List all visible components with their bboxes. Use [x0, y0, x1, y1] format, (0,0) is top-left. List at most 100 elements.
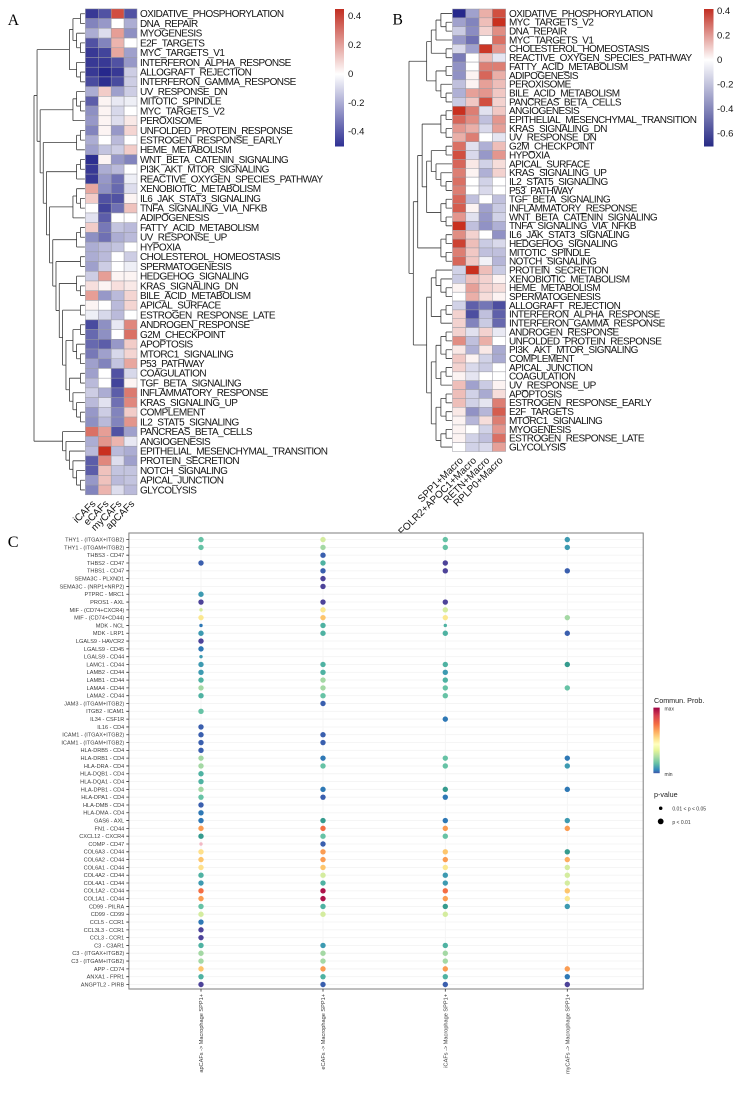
svg-text:PEROXISOME: PEROXISOME	[140, 116, 203, 127]
svg-text:PANCREAS_BETA_CELLS: PANCREAS_BETA_CELLS	[509, 97, 622, 108]
svg-text:FATTY_ACID_METABOLISM: FATTY_ACID_METABOLISM	[509, 62, 628, 73]
svg-text:A: A	[8, 12, 20, 29]
svg-text:INTERFERON_ALPHA_RESPONSE: INTERFERON_ALPHA_RESPONSE	[140, 58, 292, 69]
svg-text:MYC_TARGETS_V2: MYC_TARGETS_V2	[140, 106, 225, 117]
svg-text:ADIPOGENESIS: ADIPOGENESIS	[140, 213, 210, 224]
svg-text:COL4A1 - CD44: COL4A1 - CD44	[84, 881, 125, 887]
svg-text:IL16 - CD4: IL16 - CD4	[97, 725, 124, 731]
svg-text:IL6_JAK_STAT3_SIGNALING: IL6_JAK_STAT3_SIGNALING	[140, 194, 261, 205]
svg-text:MYOGENESIS: MYOGENESIS	[509, 425, 572, 436]
svg-text:C: C	[8, 533, 19, 551]
svg-text:DNA_REPAIR: DNA_REPAIR	[509, 27, 567, 38]
svg-text:COMP - CD47: COMP - CD47	[88, 842, 124, 848]
svg-text:LGALS9 - CD44: LGALS9 - CD44	[84, 655, 124, 661]
svg-text:SEMA3C - PLXND1: SEMA3C - PLXND1	[75, 577, 125, 583]
svg-text:p < 0.01: p < 0.01	[672, 820, 690, 826]
svg-text:-0.2: -0.2	[348, 98, 364, 109]
svg-text:ANGIOGENESIS: ANGIOGENESIS	[140, 437, 211, 448]
svg-text:THBS2 - CD47: THBS2 - CD47	[87, 561, 124, 567]
svg-text:PEROXISOME: PEROXISOME	[509, 80, 572, 91]
svg-text:TGF_BETA_SIGNALING: TGF_BETA_SIGNALING	[509, 195, 611, 206]
svg-text:REACTIVE_OXYGEN_SPECIES_PATHWA: REACTIVE_OXYGEN_SPECIES_PATHWAY	[140, 174, 324, 185]
svg-text:ANGIOGENESIS: ANGIOGENESIS	[509, 106, 580, 117]
svg-text:HLA-DRB5 - CD4: HLA-DRB5 - CD4	[80, 748, 124, 754]
svg-text:MIF - (CD74+CXCR4): MIF - (CD74+CXCR4)	[69, 608, 124, 614]
svg-text:FN1 - CD44: FN1 - CD44	[94, 826, 124, 832]
svg-text:MIF - (CD74+CD44): MIF - (CD74+CD44)	[74, 616, 124, 622]
svg-text:KRAS_SIGNALING_DN: KRAS_SIGNALING_DN	[509, 124, 607, 135]
svg-text:TNFA_SIGNALING_VIA_NFKB: TNFA_SIGNALING_VIA_NFKB	[509, 221, 637, 232]
svg-text:C3 - (ITGAX+ITGB2): C3 - (ITGAX+ITGB2)	[72, 951, 124, 957]
svg-text:APOPTOSIS: APOPTOSIS	[509, 389, 563, 400]
svg-text:BILE_ACID_METABOLISM: BILE_ACID_METABOLISM	[509, 88, 620, 99]
svg-text:ESTROGEN_RESPONSE_LATE: ESTROGEN_RESPONSE_LATE	[509, 434, 645, 445]
svg-text:KRAS_SIGNALING_DN: KRAS_SIGNALING_DN	[140, 281, 238, 292]
svg-text:IL6_JAK_STAT3_SIGNALING: IL6_JAK_STAT3_SIGNALING	[509, 230, 630, 241]
svg-text:MITOTIC_SPINDLE: MITOTIC_SPINDLE	[509, 248, 591, 259]
svg-text:eCAFs -> Macrophage SPP1+: eCAFs -> Macrophage SPP1+	[321, 994, 327, 1070]
svg-text:HYPOXIA: HYPOXIA	[509, 150, 550, 161]
svg-text:0.4: 0.4	[717, 6, 730, 17]
svg-text:IL34 - CSF1R: IL34 - CSF1R	[90, 717, 124, 723]
svg-text:ITGB2 - ICAM1: ITGB2 - ICAM1	[86, 709, 124, 715]
svg-text:WNT_BETA_CATENIN_SIGNALING: WNT_BETA_CATENIN_SIGNALING	[509, 212, 658, 223]
svg-text:CHOLESTEROL_HOMEOSTASIS: CHOLESTEROL_HOMEOSTASIS	[140, 252, 281, 263]
svg-text:ANDROGEN_RESPONSE: ANDROGEN_RESPONSE	[509, 327, 619, 338]
svg-text:ANDROGEN_RESPONSE: ANDROGEN_RESPONSE	[140, 320, 250, 331]
svg-text:HLA-DMA - CD4: HLA-DMA - CD4	[83, 811, 124, 817]
svg-text:INFLAMMATORY_RESPONSE: INFLAMMATORY_RESPONSE	[140, 388, 269, 399]
svg-text:CCL5 - CCR1: CCL5 - CCR1	[90, 920, 125, 926]
svg-text:REACTIVE_OXYGEN_SPECIES_PATHWA: REACTIVE_OXYGEN_SPECIES_PATHWAY	[509, 53, 693, 64]
svg-text:COMPLEMENT: COMPLEMENT	[140, 408, 206, 419]
svg-text:PANCREAS_BETA_CELLS: PANCREAS_BETA_CELLS	[140, 427, 253, 438]
svg-text:APICAL_SURFACE: APICAL_SURFACE	[509, 159, 591, 170]
svg-text:UNFOLDED_PROTEIN_RESPONSE: UNFOLDED_PROTEIN_RESPONSE	[509, 336, 662, 347]
svg-text:GAS6 - AXL: GAS6 - AXL	[94, 818, 124, 824]
svg-text:MYOGENESIS: MYOGENESIS	[140, 29, 203, 40]
svg-text:ESTROGEN_RESPONSE_EARLY: ESTROGEN_RESPONSE_EARLY	[140, 135, 283, 146]
svg-text:LGALS9 - CD45: LGALS9 - CD45	[84, 647, 124, 653]
svg-text:KRAS_SIGNALING_UP: KRAS_SIGNALING_UP	[509, 168, 607, 179]
svg-text:0: 0	[717, 55, 722, 66]
svg-text:G2M_CHECKPOINT: G2M_CHECKPOINT	[509, 142, 595, 153]
svg-text:CCL3L3 - CCR1: CCL3L3 - CCR1	[84, 928, 125, 934]
svg-text:UNFOLDED_PROTEIN_RESPONSE: UNFOLDED_PROTEIN_RESPONSE	[140, 126, 293, 137]
svg-text:GLYCOLYSIS: GLYCOLYSIS	[140, 485, 197, 496]
svg-text:MYC_TARGETS_V2: MYC_TARGETS_V2	[509, 18, 594, 29]
svg-text:ANGPTL2 - PIRB: ANGPTL2 - PIRB	[81, 982, 125, 988]
svg-text:SEMA3C - (NRP1+NRP2): SEMA3C - (NRP1+NRP2)	[59, 584, 124, 590]
svg-text:UV_RESPONSE_UP: UV_RESPONSE_UP	[509, 381, 597, 392]
svg-text:NOTCH_SIGNALING: NOTCH_SIGNALING	[140, 466, 228, 477]
svg-text:PROTEIN_SECRETION: PROTEIN_SECRETION	[509, 265, 608, 276]
svg-text:COMPLEMENT: COMPLEMENT	[509, 354, 575, 365]
svg-text:PI3K_AKT_MTOR_SIGNALING: PI3K_AKT_MTOR_SIGNALING	[140, 165, 270, 176]
svg-text:COL1A2 - CD44: COL1A2 - CD44	[84, 889, 125, 895]
svg-text:COL4A2 - CD44: COL4A2 - CD44	[84, 873, 125, 879]
svg-text:TGF_BETA_SIGNALING: TGF_BETA_SIGNALING	[140, 378, 242, 389]
svg-text:HLA-DPA1 - CD4: HLA-DPA1 - CD4	[81, 795, 124, 801]
svg-text:UV_RESPONSE_DN: UV_RESPONSE_DN	[509, 133, 597, 144]
svg-text:LAMB1 - CD44: LAMB1 - CD44	[87, 678, 125, 684]
svg-text:0.4: 0.4	[348, 11, 361, 22]
svg-text:apCAFs -> Macrophage SPP1+: apCAFs -> Macrophage SPP1+	[199, 994, 205, 1073]
svg-text:C3 - C3AR1: C3 - C3AR1	[94, 943, 124, 949]
svg-text:KRAS_SIGNALING_UP: KRAS_SIGNALING_UP	[140, 398, 238, 409]
svg-text:COL6A2 - CD44: COL6A2 - CD44	[84, 858, 125, 864]
svg-text:LAMB2 - CD44: LAMB2 - CD44	[87, 670, 125, 676]
svg-text:0: 0	[348, 69, 353, 80]
svg-text:THY1 - (ITGAX+ITGB2): THY1 - (ITGAX+ITGB2)	[65, 538, 124, 544]
svg-text:WNT_BETA_CATENIN_SIGNALING: WNT_BETA_CATENIN_SIGNALING	[140, 155, 289, 166]
svg-text:UV_RESPONSE_DN: UV_RESPONSE_DN	[140, 87, 228, 98]
svg-text:TNFA_SIGNALING_VIA_NFKB: TNFA_SIGNALING_VIA_NFKB	[140, 204, 268, 215]
svg-text:CCL3 - CCR1: CCL3 - CCR1	[90, 936, 125, 942]
svg-text:INTERFERON_GAMMA_RESPONSE: INTERFERON_GAMMA_RESPONSE	[509, 319, 666, 330]
svg-text:APOPTOSIS: APOPTOSIS	[140, 340, 194, 351]
svg-text:ICAM1 - (ITGAM+ITGB2): ICAM1 - (ITGAM+ITGB2)	[61, 740, 124, 746]
svg-text:HLA-DQB1 - CD4: HLA-DQB1 - CD4	[80, 772, 124, 778]
svg-text:iCAFs -> Macrophage SPP1+: iCAFs -> Macrophage SPP1+	[444, 994, 450, 1068]
svg-text:ALLOGRAFT_REJECTION: ALLOGRAFT_REJECTION	[509, 301, 621, 312]
svg-text:PI3K_AKT_MTOR_SIGNALING: PI3K_AKT_MTOR_SIGNALING	[509, 345, 639, 356]
svg-text:0.2: 0.2	[717, 31, 730, 42]
svg-text:MYC_TARGETS_V1: MYC_TARGETS_V1	[140, 48, 225, 59]
svg-text:LAMA4 - CD44: LAMA4 - CD44	[87, 686, 125, 692]
